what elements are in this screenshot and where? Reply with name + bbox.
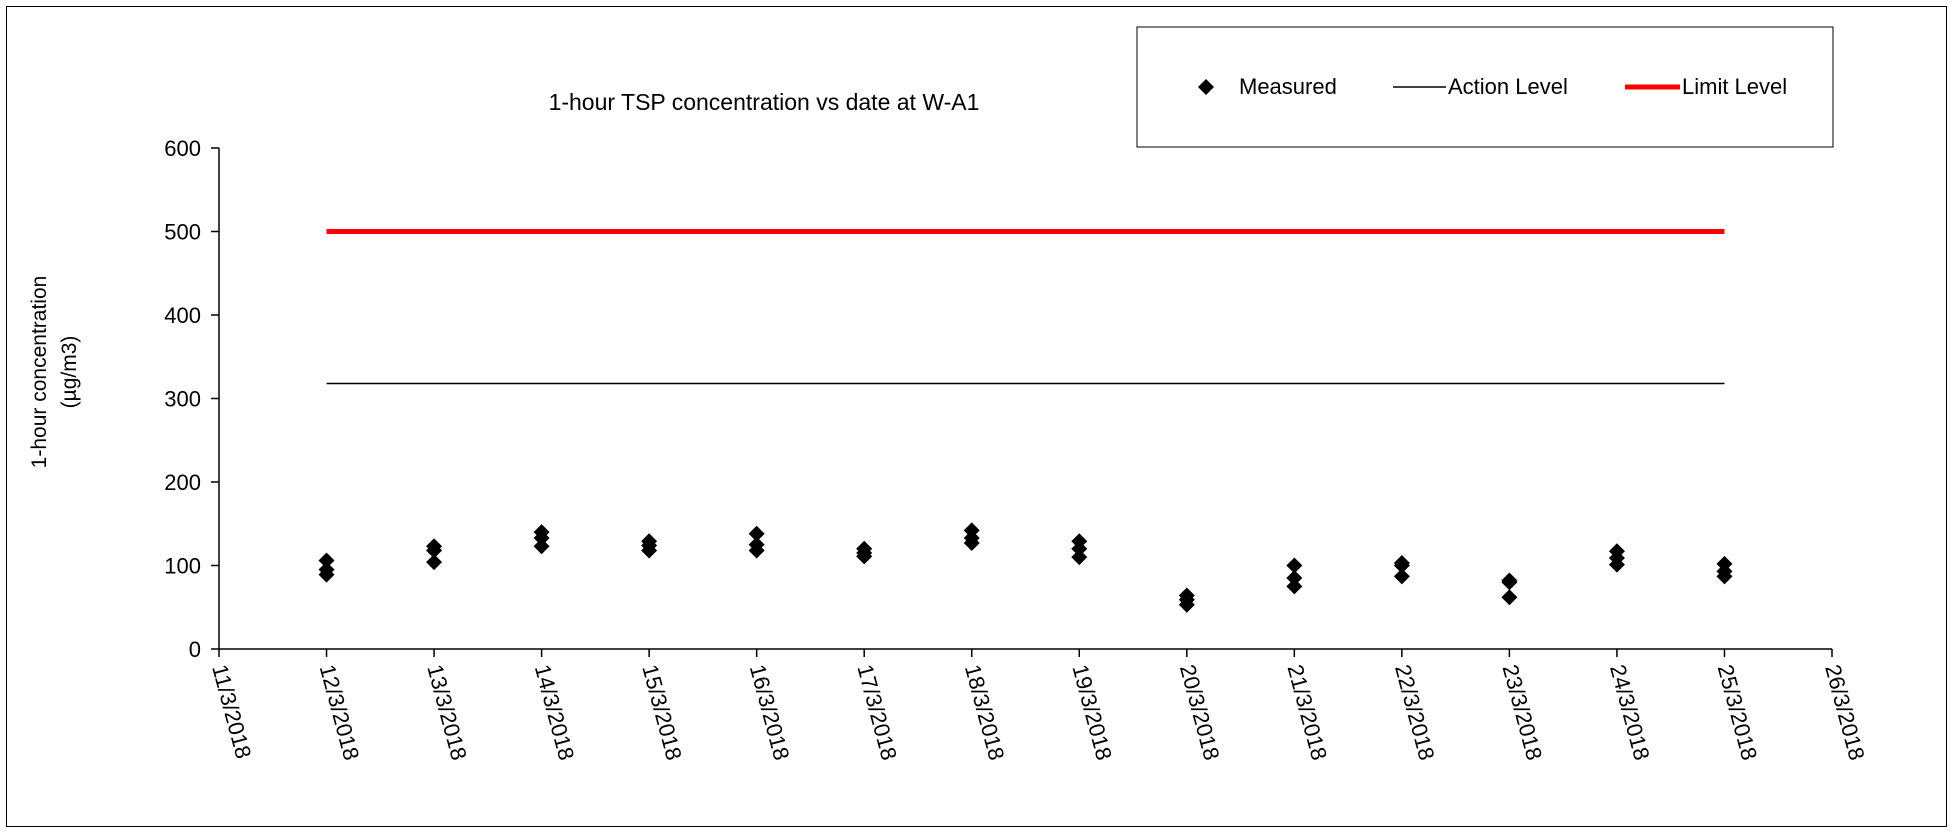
legend-label-action: Action Level (1448, 74, 1568, 99)
measured-point (1393, 557, 1410, 574)
x-tick-label: 20/3/2018 (1175, 662, 1224, 763)
legend-label-limit: Limit Level (1682, 74, 1787, 99)
y-tick-label: 600 (164, 136, 201, 161)
x-tick-label: 14/3/2018 (530, 662, 579, 763)
y-tick-label: 100 (164, 554, 201, 579)
y-tick-label: 500 (164, 220, 201, 245)
measured-point (426, 554, 443, 571)
x-tick-label: 17/3/2018 (852, 662, 901, 763)
measured-point (748, 525, 765, 542)
x-tick-label: 22/3/2018 (1390, 662, 1439, 763)
chart-title: 1-hour TSP concentration vs date at W-A1 (549, 89, 980, 115)
measured-point (1178, 596, 1195, 613)
y-axis-label: 1-hour concentration (µg/m3) (28, 276, 81, 469)
measured-point (1393, 568, 1410, 585)
y-tick-label: 300 (164, 387, 201, 412)
y-axis-label-line2: (µg/m3) (58, 336, 81, 409)
x-tick-label: 21/3/2018 (1283, 662, 1332, 763)
measured-point (748, 542, 765, 559)
x-tick-label: 25/3/2018 (1713, 662, 1762, 763)
level-lines (326, 229, 1725, 385)
measured-point (1716, 568, 1733, 585)
x-tick-label: 26/3/2018 (1820, 662, 1869, 763)
measured-point (1071, 549, 1088, 566)
y-tick-label: 0 (189, 637, 201, 662)
measured-point (533, 529, 550, 546)
x-tick-label: 23/3/2018 (1498, 662, 1547, 763)
x-tick-label: 12/3/2018 (315, 662, 364, 763)
measured-point (963, 534, 980, 551)
x-tick-label: 19/3/2018 (1067, 662, 1116, 763)
measured-point (1286, 570, 1303, 587)
data-points (318, 522, 1733, 613)
x-tick-label: 15/3/2018 (637, 662, 686, 763)
x-tick-label: 16/3/2018 (745, 662, 794, 763)
measured-point (426, 542, 443, 559)
measured-point (856, 548, 873, 565)
measured-point (1501, 589, 1518, 606)
legend-marker-measured (1198, 79, 1214, 95)
measured-point (1608, 556, 1625, 573)
y-tick-label: 400 (164, 303, 201, 328)
x-tick-label: 24/3/2018 (1605, 662, 1654, 763)
y-axis-label-line1: 1-hour concentration (28, 276, 51, 469)
measured-point (1071, 540, 1088, 557)
y-ticks: 0 100 200 300 400 500 600 (164, 136, 219, 662)
legend-box (1136, 26, 1834, 148)
measured-point (533, 538, 550, 555)
measured-point (318, 552, 335, 569)
x-tick-label: 13/3/2018 (422, 662, 471, 763)
axes (218, 148, 1832, 650)
measured-point (318, 566, 335, 583)
measured-point (1286, 557, 1303, 574)
legend: Measured Action Level Limit Level (1136, 26, 1834, 148)
measured-point (641, 542, 658, 559)
measured-point (1501, 574, 1518, 591)
legend-label-measured: Measured (1239, 74, 1337, 99)
x-tick-label: 11/3/2018 (207, 662, 256, 761)
y-tick-label: 200 (164, 470, 201, 495)
x-tick-label: 18/3/2018 (960, 662, 1009, 763)
x-ticks: 11/3/2018 12/3/2018 13/3/2018 14/3/2018 15/3… (207, 649, 1870, 763)
measured-point (1286, 578, 1303, 595)
